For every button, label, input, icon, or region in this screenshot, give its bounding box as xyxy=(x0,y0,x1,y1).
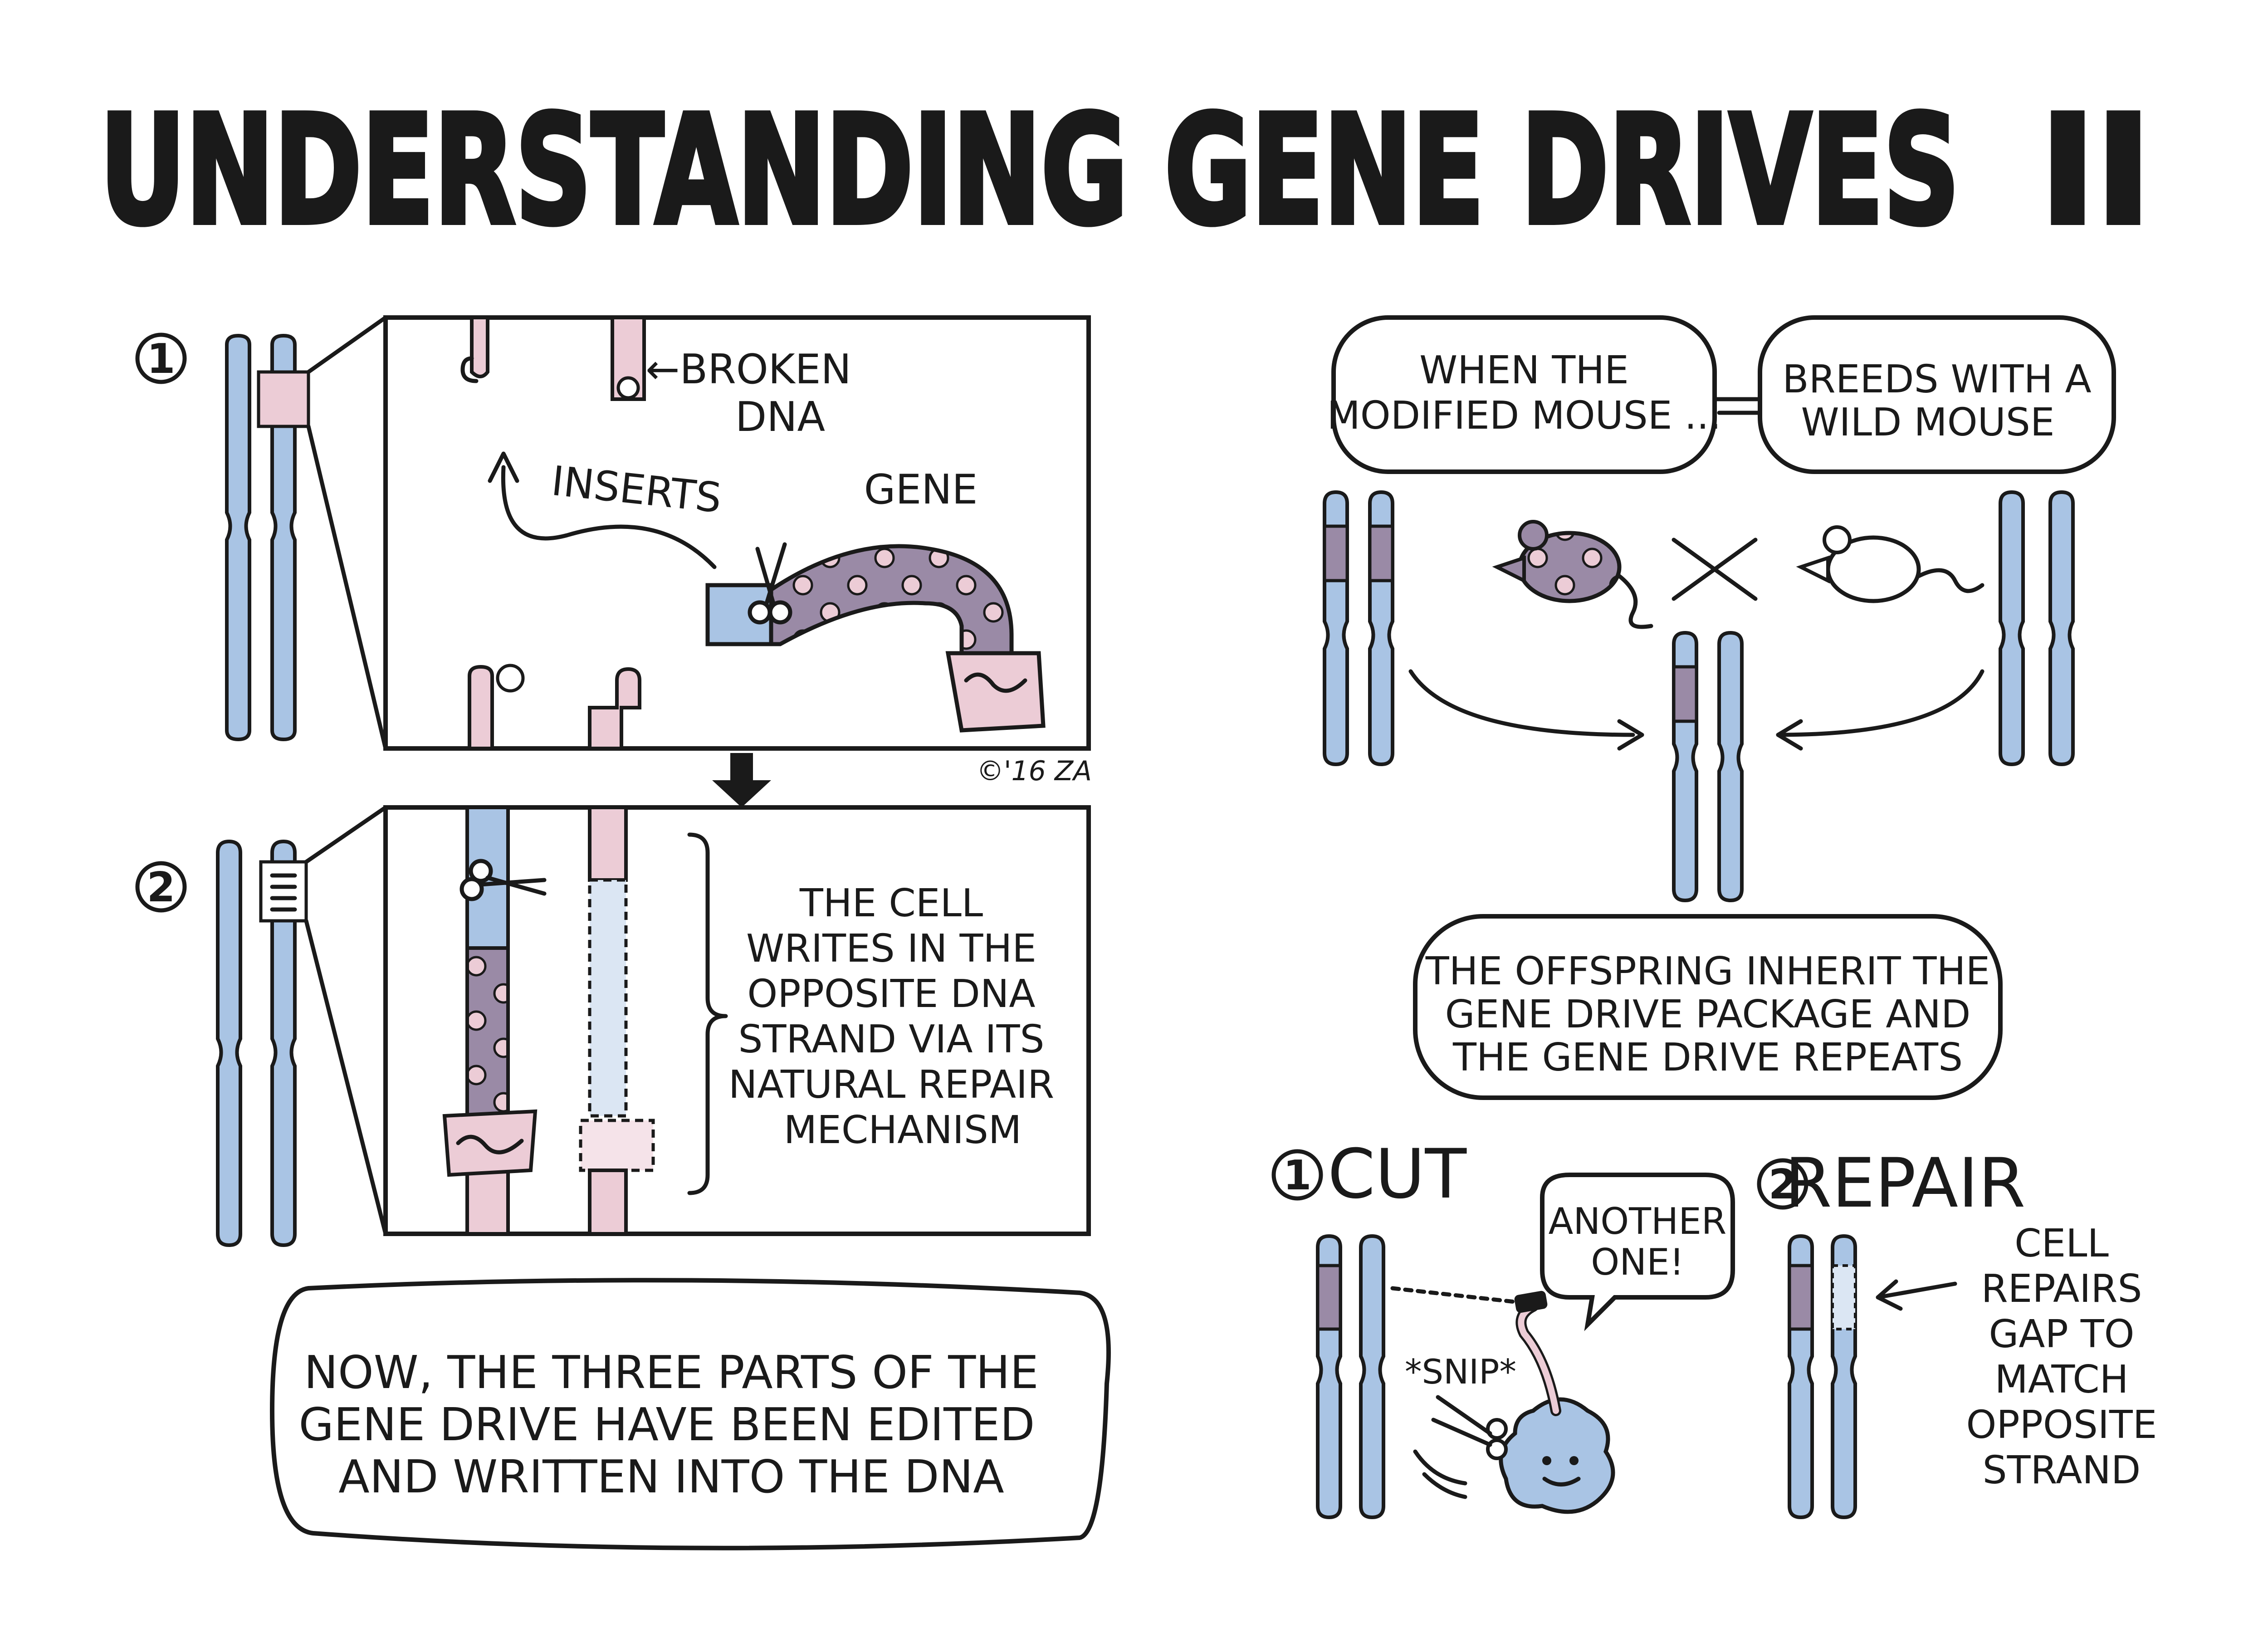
svg-text:THE CELL: THE CELL xyxy=(799,881,983,926)
title-numeral: II xyxy=(2040,83,2151,258)
arrow-left-parent xyxy=(1408,669,1635,737)
zoom-lines-2 xyxy=(304,805,388,1236)
svg-text:REPAIR: REPAIR xyxy=(1785,1144,2026,1223)
svg-text:ANOTHER: ANOTHER xyxy=(1549,1200,1727,1242)
svg-text:GENE DRIVE HAVE BEEN EDITED: GENE DRIVE HAVE BEEN EDITED xyxy=(299,1398,1035,1451)
offspring-caption: THE OFFSPRING INHERIT THE GENE DRIVE PAC… xyxy=(1413,914,2003,1100)
chromosome-pair-2 xyxy=(216,839,308,1247)
cell-character xyxy=(1499,1291,1615,1514)
cut-dotted-line xyxy=(1390,1286,1517,1304)
svg-text:1: 1 xyxy=(1283,1152,1312,1199)
inserts-arrow xyxy=(501,465,717,569)
bubble-modified-mouse: WHEN THE MODIFIED MOUSE ... xyxy=(1327,315,1721,474)
snip-text: *SNIP* xyxy=(1405,1352,1516,1392)
broken-label: ←BROKEN xyxy=(645,346,851,393)
gene-label: GENE xyxy=(864,466,978,513)
svg-text:REPAIRS: REPAIRS xyxy=(1981,1266,2142,1311)
cross-icon xyxy=(1672,538,1758,601)
bottom-left-caption: NOW, THE THREE PARTS OF THE GENE DRIVE H… xyxy=(269,1278,1111,1550)
panel-2: THE CELL WRITES IN THE OPPOSITE DNA STRA… xyxy=(383,805,1091,1236)
svg-text:OPPOSITE DNA: OPPOSITE DNA xyxy=(747,972,1035,1017)
svg-text:WILD MOUSE: WILD MOUSE xyxy=(1801,400,2054,445)
svg-text:GENE DRIVE PACKAGE AND: GENE DRIVE PACKAGE AND xyxy=(1445,992,1971,1037)
scissors-icon-3 xyxy=(1413,1395,1508,1499)
dna-label: DNA xyxy=(735,393,825,441)
svg-text:OPPOSITE: OPPOSITE xyxy=(1966,1403,2157,1447)
svg-text:NOW, THE THREE PARTS OF THE: NOW, THE THREE PARTS OF THE xyxy=(304,1346,1038,1399)
repair-arrow xyxy=(1876,1281,1957,1300)
svg-text:MODIFIED MOUSE ...: MODIFIED MOUSE ... xyxy=(1327,393,1721,438)
modified-mouse-icon xyxy=(1492,520,1653,629)
svg-text:CELL: CELL xyxy=(2014,1221,2109,1266)
title: UNDERSTANDING GENE DRIVES II xyxy=(97,81,2154,260)
svg-text:2: 2 xyxy=(147,864,176,911)
another-one-bubble: ANOTHER ONE! xyxy=(1540,1173,1735,1331)
cut-heading: 1 CUT xyxy=(1271,1135,1467,1214)
svg-text:AND WRITTEN INTO THE DNA: AND WRITTEN INTO THE DNA xyxy=(338,1450,1004,1503)
offspring-chromosomes xyxy=(1672,631,1744,903)
bubble-wild-mouse: BREEDS WITH A WILD MOUSE xyxy=(1758,315,2116,474)
panel-1: ←BROKEN DNA INSERTS GENE xyxy=(383,315,1091,751)
signature: ©'16 ZA xyxy=(977,755,1092,787)
zoom-lines-1 xyxy=(306,315,388,751)
repair-chromosomes xyxy=(1788,1234,1857,1520)
svg-text:THE OFFSPRING INHERIT THE: THE OFFSPRING INHERIT THE xyxy=(1425,949,1990,994)
svg-text:1: 1 xyxy=(147,335,176,383)
step-1-number: 1 xyxy=(135,332,187,384)
svg-text:ONE!: ONE! xyxy=(1591,1241,1684,1283)
svg-text:NATURAL REPAIR: NATURAL REPAIR xyxy=(728,1062,1054,1107)
wild-parent-chromosomes xyxy=(1999,490,2075,767)
cut-chromosomes xyxy=(1316,1234,1385,1520)
svg-text:2: 2 xyxy=(1769,1161,1797,1208)
svg-text:BREEDS WITH A: BREEDS WITH A xyxy=(1782,357,2091,402)
svg-text:MATCH: MATCH xyxy=(1994,1357,2128,1402)
svg-text:STRAND: STRAND xyxy=(1983,1448,2141,1493)
step-2-number: 2 xyxy=(135,861,187,913)
panel-2-caption: THE CELL WRITES IN THE OPPOSITE DNA STRA… xyxy=(728,881,1054,1153)
svg-text:STRAND VIA ITS: STRAND VIA ITS xyxy=(738,1017,1044,1062)
chromosome-pair-1 xyxy=(225,333,310,742)
title-text: UNDERSTANDING GENE DRIVES xyxy=(100,83,1960,258)
modified-parent-chromosomes xyxy=(1323,490,1394,767)
cell-repairs-caption: CELL REPAIRS GAP TO MATCH OPPOSITE STRAN… xyxy=(1966,1221,2157,1493)
svg-text:CUT: CUT xyxy=(1328,1135,1467,1214)
scissors-icon-2 xyxy=(459,859,547,901)
svg-text:THE GENE DRIVE REPEATS: THE GENE DRIVE REPEATS xyxy=(1452,1035,1963,1080)
down-arrow-icon xyxy=(712,753,771,807)
svg-text:GAP TO: GAP TO xyxy=(1989,1312,2134,1357)
arrow-right-parent xyxy=(1776,669,1984,737)
repair-heading: 2 REPAIR xyxy=(1757,1144,2026,1223)
svg-text:WHEN THE: WHEN THE xyxy=(1419,348,1629,393)
svg-text:WRITES IN THE: WRITES IN THE xyxy=(746,926,1036,971)
svg-text:MECHANISM: MECHANISM xyxy=(784,1108,1022,1153)
wild-mouse-icon xyxy=(1796,525,1984,603)
scissors-icon-1 xyxy=(748,542,792,625)
